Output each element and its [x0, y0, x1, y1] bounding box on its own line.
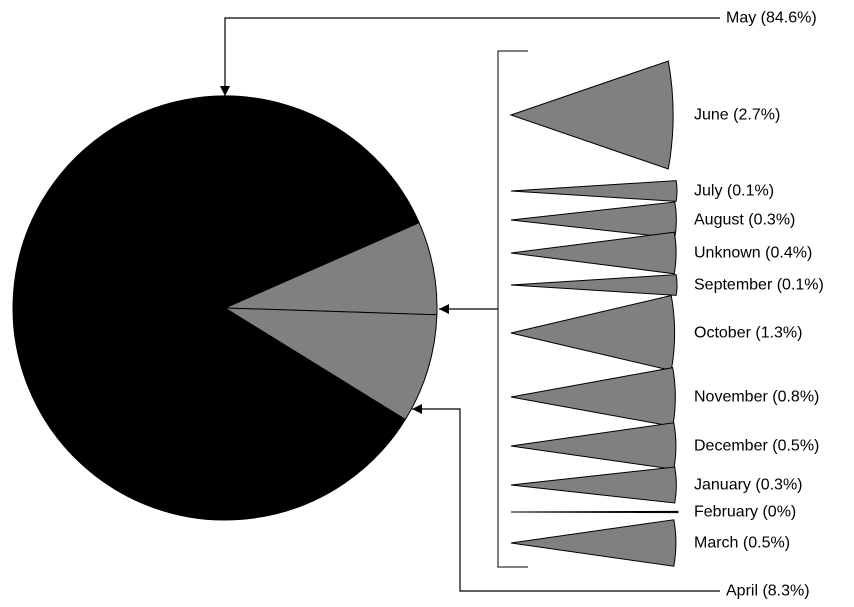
slice-may: [12, 95, 420, 521]
may-callout-line: [220, 17, 720, 96]
may-label: May (84.6%): [726, 10, 817, 27]
breakdown-wedge-august: [510, 201, 677, 239]
april-label: April (8.3%): [726, 583, 810, 600]
april-callout-line: [412, 404, 720, 592]
breakdown-label-november: November (0.8%): [694, 389, 819, 406]
breakdown-wedge-march: [510, 519, 677, 567]
breakdown-label-january: January (0.3%): [694, 477, 803, 494]
breakdown-label-august: August (0.3%): [694, 212, 795, 229]
breakdown-wedge-february: [510, 510, 679, 514]
breakdown-label-february: February (0%): [694, 504, 796, 521]
breakdown-label-unknown: Unknown (0.4%): [694, 245, 812, 262]
breakdown-wedge-june: [509, 60, 674, 170]
breakdown-wedge-september: [510, 274, 678, 296]
breakdown-wedge-december: [510, 422, 677, 470]
breakdown-label-july: July (0.1%): [694, 183, 774, 200]
breakdown-wedge-october: [510, 294, 676, 372]
breakdown-label-september: September (0.1%): [694, 277, 824, 294]
breakdown-label-december: December (0.5%): [694, 438, 819, 455]
breakdown-wedge-july: [510, 180, 678, 202]
slice-april: [223, 307, 438, 421]
breakdown-label-march: March (0.5%): [694, 535, 790, 552]
breakdown-list: June (2.7%) July (0.1%) August (0.3%) Unkno…: [509, 60, 824, 567]
breakdown-label-october: October (1.3%): [694, 325, 802, 342]
pie: [12, 95, 438, 521]
breakdown-wedge-january: [510, 466, 677, 504]
breakdown-label-june: June (2.7%): [694, 107, 780, 124]
breakdown-bracket: [497, 50, 528, 568]
breakdown-wedge-unknown: [510, 231, 677, 275]
breakdown-wedge-november: [510, 367, 676, 427]
